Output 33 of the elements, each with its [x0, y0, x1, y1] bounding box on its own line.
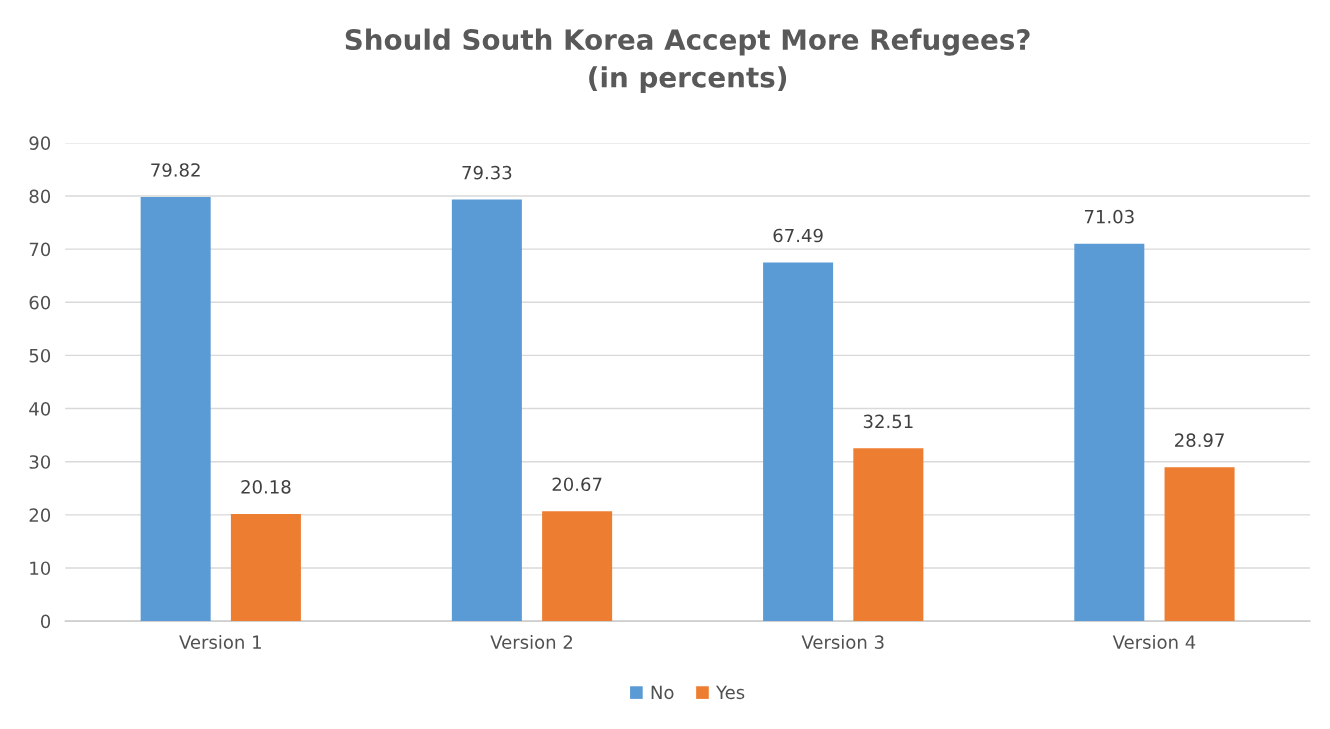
- x-tick-label: Version 1: [179, 635, 261, 649]
- bar: [542, 511, 613, 622]
- legend-label: No: [651, 685, 674, 700]
- y-tick-label: 0: [40, 614, 51, 629]
- bar: [763, 262, 834, 622]
- bar: [451, 199, 522, 622]
- data-label: 32.51: [863, 414, 913, 429]
- y-tick-label: 50: [29, 348, 51, 363]
- bar: [1074, 243, 1145, 622]
- data-label: 28.97: [1175, 433, 1224, 448]
- y-tick-label: 20: [29, 508, 51, 522]
- bar: [140, 196, 211, 622]
- data-label: 20.67: [552, 477, 602, 492]
- data-label: 79.82: [151, 163, 200, 177]
- y-tick-label: 30: [29, 455, 51, 469]
- x-tick-label: Version 3: [801, 635, 884, 649]
- data-label: 67.49: [773, 228, 823, 243]
- bar: [1164, 467, 1235, 622]
- x-tick-label: Version 2: [490, 635, 572, 649]
- y-tick-label: 10: [30, 561, 51, 576]
- y-tick-label: 80: [29, 189, 51, 204]
- data-label: 79.33: [462, 165, 512, 180]
- y-tick-label: 70: [29, 242, 51, 257]
- chart-title: Should South Korea Accept More Refugees? (in percents): [345, 28, 1030, 94]
- bar: [853, 448, 924, 622]
- data-label: 20.18: [241, 480, 291, 494]
- bar: [230, 513, 301, 622]
- legend-label: Yes: [715, 685, 745, 700]
- y-tick-label: 90: [29, 136, 51, 150]
- data-label: 71.03: [1084, 209, 1134, 224]
- y-tick-label: 40: [29, 402, 51, 416]
- x-tick-label: Version 4: [1112, 635, 1196, 649]
- y-tick-label: 60: [29, 295, 51, 310]
